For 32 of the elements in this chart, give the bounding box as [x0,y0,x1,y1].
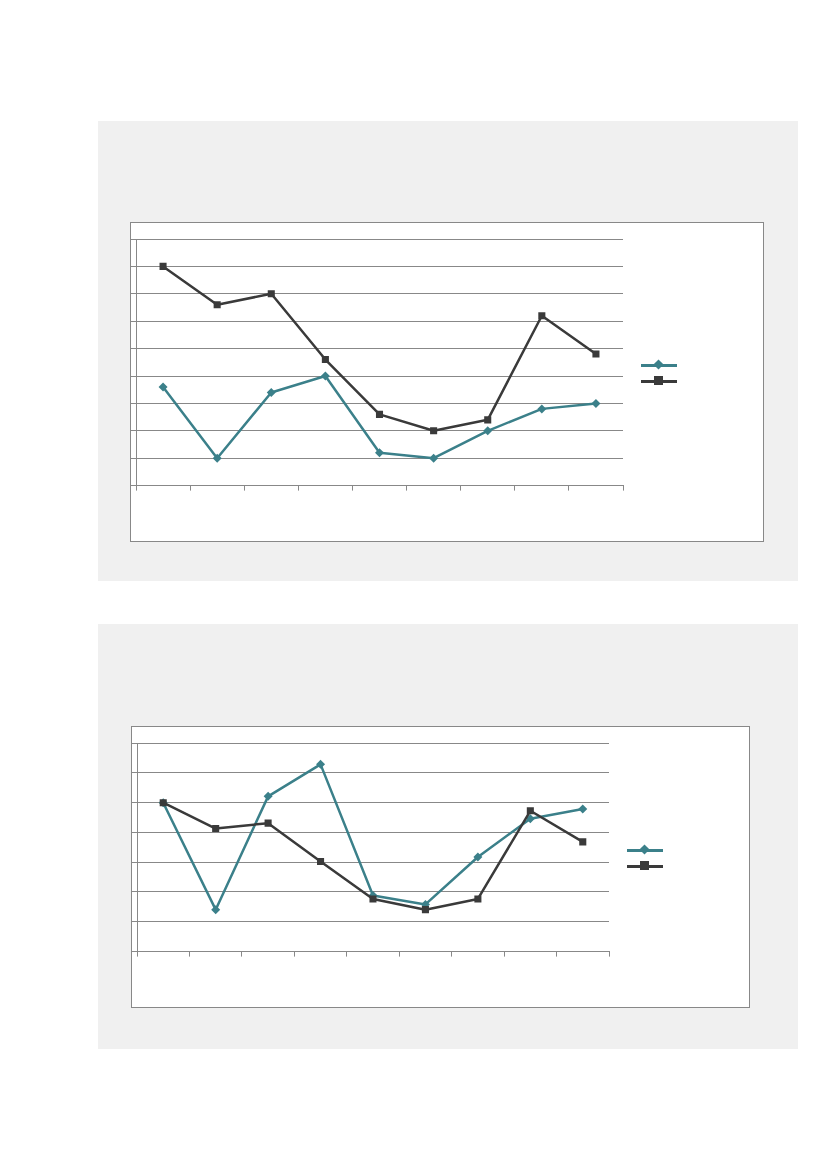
point [429,453,439,463]
point [212,453,222,463]
point [317,858,325,866]
point [212,825,220,833]
point [267,290,275,298]
point [316,759,326,769]
point [538,312,546,320]
point [211,905,221,915]
point [484,416,492,424]
point [525,814,535,824]
point [159,262,167,270]
point [537,404,547,414]
point [592,350,600,358]
point [473,852,483,862]
point [213,301,221,309]
point [266,387,276,397]
point [320,371,330,381]
point [321,356,329,364]
point [591,398,601,408]
point [578,804,588,814]
point [158,382,168,392]
point [264,819,272,827]
point [263,791,273,801]
point [369,895,377,903]
point [375,448,384,458]
point [526,807,534,815]
point [430,427,438,435]
point [421,906,429,914]
point [375,410,384,418]
point [579,838,587,846]
point [474,895,482,903]
point [483,426,493,436]
